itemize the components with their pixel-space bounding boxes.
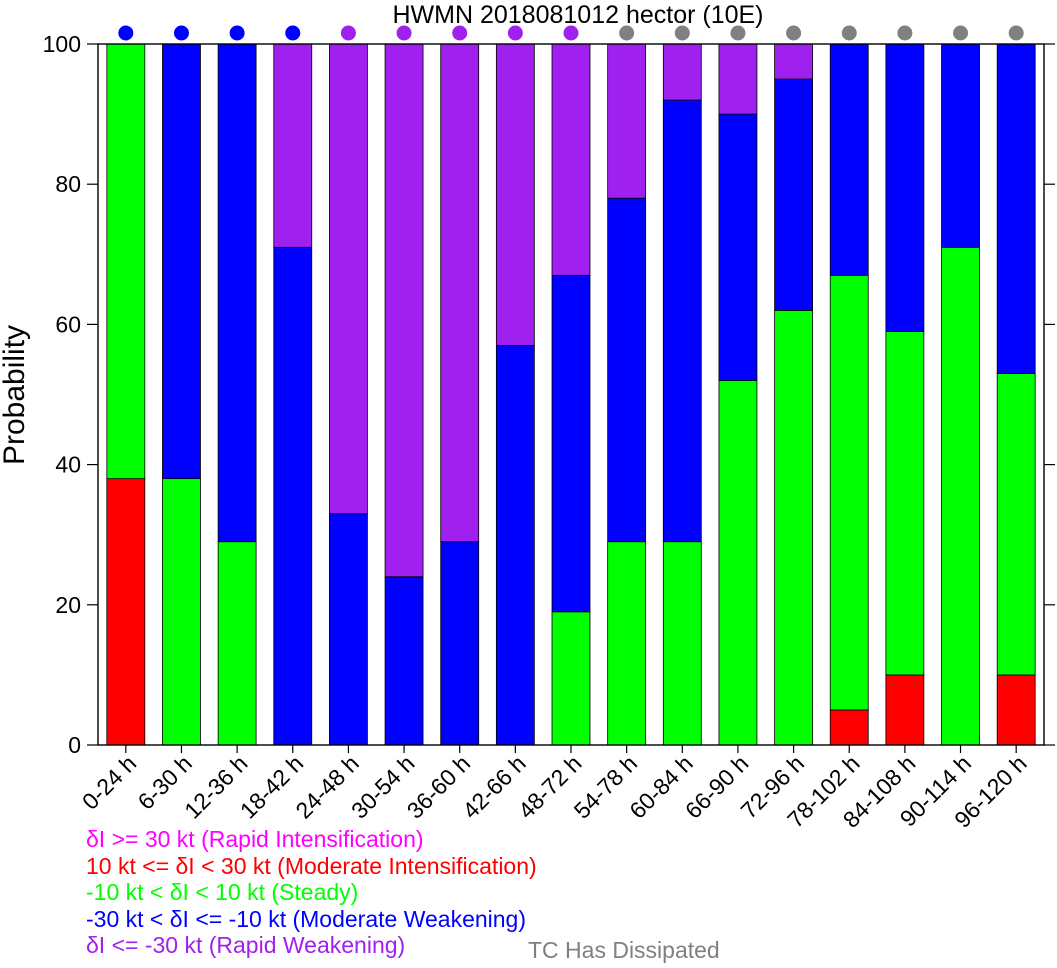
bar-segment-5-series-3 [384,576,424,746]
bar-segment-14-series-2 [885,331,925,676]
bar-segment-8-series-4 [551,43,591,276]
legend-item-rapid-intensification: δI >= 30 kt (Rapid Intensification) [86,826,424,852]
bar-segment-8-series-3 [551,274,591,613]
top-marker-13 [841,25,857,41]
top-marker-12 [786,25,802,41]
y-axis-label: Probability [0,325,31,465]
bar-segment-9-series-4 [607,43,647,199]
bar-segment-6-series-3 [440,541,480,746]
bar-segment-14-series-1 [885,674,925,746]
bar-segment-10-series-3 [662,99,702,543]
legend-item-rapid-weakening: δI <= -30 kt (Rapid Weakening) [86,932,406,958]
bar-segment-2-series-3 [217,43,257,543]
bar-segment-8-series-2 [551,611,591,746]
top-marker-3 [285,25,301,41]
top-marker-15 [953,25,969,41]
top-marker-2 [229,25,245,41]
x-tick-label-0: 0-24 h [77,750,142,815]
bar-segment-4-series-4 [329,43,368,515]
y-tick-label-3: 60 [55,311,81,337]
legend: δI >= 30 kt (Rapid Intensification) 10 k… [86,826,537,959]
stacked-bars [106,43,1036,746]
legend-item-moderate-weakening: -30 kt < δI <= -10 kt (Moderate Weakenin… [86,905,527,932]
top-marker-8 [563,25,579,41]
bar-segment-0-series-1 [106,478,146,746]
bar-segment-16-series-1 [996,674,1036,746]
bar-segment-9-series-2 [607,541,647,746]
top-marker-9 [619,25,635,41]
bar-segment-4-series-3 [329,513,368,746]
y-tick-label-4: 80 [55,171,81,197]
bar-segment-11-series-3 [718,113,758,381]
bar-segment-3-series-3 [273,246,313,746]
bar-segment-6-series-4 [440,43,480,543]
bar-segment-12-series-3 [774,78,813,311]
y-tick-label-1: 20 [55,592,81,618]
bar-segment-12-series-4 [774,43,813,80]
top-marker-14 [897,25,913,41]
bar-segment-3-series-4 [273,43,313,248]
top-marker-4 [340,25,356,41]
top-marker-16 [1008,25,1024,41]
top-marker-1 [173,25,189,41]
bar-segment-1-series-3 [162,43,201,480]
y-tick-label-5: 100 [43,31,81,57]
bar-segment-13-series-1 [829,709,869,746]
bar-segment-12-series-2 [774,309,813,746]
bar-segment-5-series-4 [384,43,424,578]
bar-segment-15-series-2 [941,246,980,746]
legend-item-moderate-intensification: 10 kt <= δI < 30 kt (Moderate Intensific… [86,852,537,879]
plot-frame [97,43,1045,746]
top-marker-0 [118,25,134,41]
bar-segment-7-series-3 [495,345,535,746]
bar-segment-10-series-4 [662,43,702,101]
bar-segment-15-series-3 [941,43,980,248]
bar-segment-13-series-3 [829,43,869,276]
bar-segment-7-series-4 [495,43,535,346]
top-marker-7 [507,25,523,41]
y-tick-label-2: 40 [55,452,81,478]
bar-segment-9-series-3 [607,197,647,543]
bar-segment-0-series-2 [106,43,146,480]
top-marker-6 [452,25,468,41]
legend-item-steady: -10 kt < δI < 10 kt (Steady) [86,879,359,905]
bar-segment-14-series-3 [885,43,925,332]
bar-segment-1-series-2 [162,478,201,746]
bar-segment-2-series-2 [217,541,257,746]
bar-segment-11-series-2 [718,380,758,746]
top-marker-5 [396,25,412,41]
bar-segment-11-series-4 [718,43,758,115]
top-marker-10 [674,25,690,41]
bar-segment-16-series-2 [996,373,1036,676]
y-tick-label-0: 0 [68,732,81,758]
top-markers [118,25,1024,41]
chart-title: HWMN 2018081012 hector (10E) [392,1,763,29]
bar-segment-16-series-3 [996,43,1036,374]
bar-segment-13-series-2 [829,274,869,711]
top-marker-11 [730,25,746,41]
bar-segment-10-series-2 [662,541,702,746]
legend-item-dissipated: TC Has Dissipated [528,937,720,963]
